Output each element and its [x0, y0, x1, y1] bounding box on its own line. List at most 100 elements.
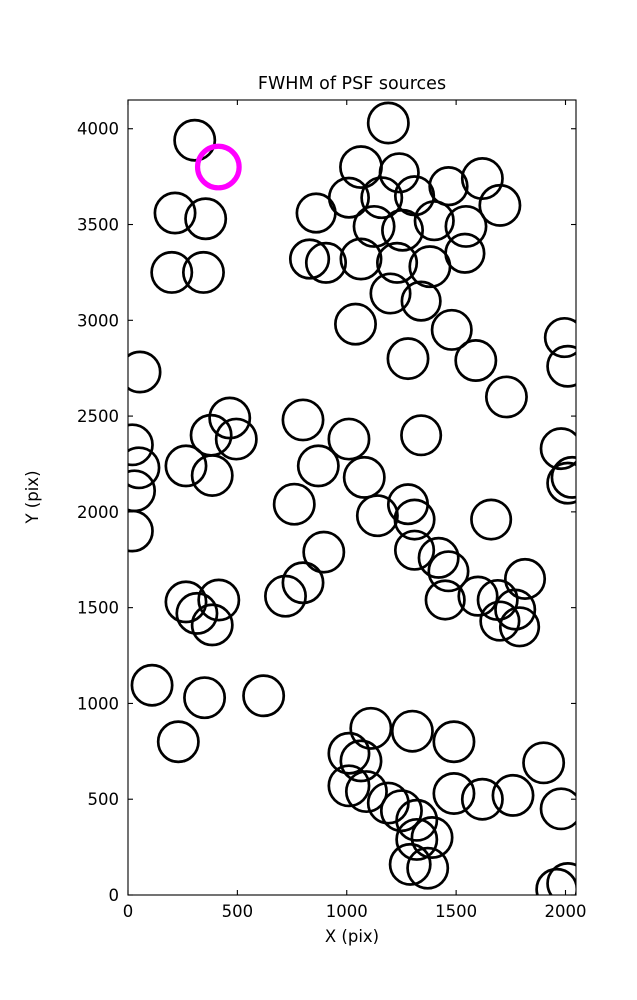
source-circle [539, 427, 576, 471]
source-circle [304, 241, 348, 284]
source-circle [295, 192, 337, 234]
source-circle [393, 529, 436, 571]
source-circle [406, 846, 450, 890]
source-circle [546, 344, 576, 388]
source-circle [460, 157, 504, 201]
source-circle [242, 674, 286, 718]
source-circle [535, 867, 576, 895]
axes-frame [127, 99, 577, 896]
source-circle [522, 741, 566, 785]
source-circle [349, 706, 393, 750]
y-tick-label: 1000 [77, 694, 119, 713]
source-circle [164, 580, 208, 624]
x-tick-label: 500 [222, 902, 254, 921]
source-circle [498, 606, 541, 648]
y-axis-ticks: 0 500 1000 1500 2000 2500 3000 3500 4000 [77, 120, 576, 905]
source-circle [400, 280, 442, 322]
source-circle [272, 482, 316, 526]
source-circle [190, 453, 234, 497]
source-circle [327, 764, 371, 808]
source-circle [378, 152, 420, 194]
source-circle [460, 777, 504, 821]
source-circle [130, 663, 174, 707]
source-circle [546, 862, 576, 895]
source-circle [288, 238, 331, 280]
source-circle [432, 720, 476, 764]
source-circle [264, 574, 307, 618]
y-tick-label: 2500 [77, 407, 119, 426]
source-circle [128, 509, 154, 553]
source-circle [388, 842, 432, 886]
source-circle [432, 771, 476, 815]
source-circle [214, 417, 258, 461]
source-circle [478, 183, 522, 227]
source-circle [454, 339, 498, 383]
x-tick-label: 1500 [435, 902, 477, 921]
source-circle [327, 417, 371, 461]
source-circle [181, 250, 225, 294]
source-circle [156, 720, 200, 764]
source-circle [491, 773, 535, 817]
source-circle [390, 709, 434, 753]
source-circle [550, 455, 576, 499]
source-circle [360, 176, 404, 220]
source-circle [479, 600, 521, 642]
source-circle [190, 603, 234, 647]
source-circle [183, 676, 227, 720]
y-tick-label: 1500 [77, 599, 119, 618]
source-circle [444, 204, 488, 248]
source-circle [184, 197, 228, 241]
source-circle [417, 536, 460, 579]
y-tick-label: 4000 [77, 120, 119, 139]
source-circle [395, 798, 439, 842]
source-circle [153, 191, 197, 235]
x-tick-label: 2000 [545, 902, 587, 921]
source-circle [410, 816, 454, 860]
source-circle [197, 578, 241, 622]
source-circle [424, 579, 466, 621]
source-circle [128, 446, 161, 490]
source-circle [369, 272, 412, 315]
y-tick-label: 3000 [77, 311, 119, 330]
source-circle [339, 739, 383, 783]
source-circle [386, 483, 430, 526]
source-circle [543, 316, 576, 359]
source-circle [173, 118, 217, 162]
highlighted-source-circle [194, 143, 242, 191]
source-circle [128, 350, 162, 394]
source-circle [457, 575, 499, 617]
source-circle [430, 308, 473, 351]
source-circle [164, 444, 208, 488]
plot-title: FWHM of PSF sources [258, 74, 446, 94]
source-circle [381, 208, 425, 252]
source-circle [339, 237, 383, 281]
source-circle [386, 337, 430, 381]
source-circle [342, 455, 386, 499]
source-circle [296, 444, 340, 488]
source-circle [128, 423, 154, 467]
x-tick-label: 0 [123, 902, 134, 921]
source-circle [281, 561, 325, 605]
x-axis-ticks: 0 500 1000 1500 2000 [123, 100, 587, 921]
y-tick-label: 2000 [77, 503, 119, 522]
source-circle [379, 789, 423, 833]
source-circle [355, 494, 399, 538]
source-circle [503, 557, 547, 600]
source-circle [494, 588, 537, 631]
source-circle [344, 770, 388, 814]
source-circle [413, 200, 455, 242]
source-circle [428, 166, 469, 207]
source-circle [546, 461, 576, 505]
source-circle [427, 550, 470, 593]
source-circle [400, 414, 443, 457]
source-circle [484, 375, 528, 419]
data-layer [128, 101, 576, 895]
source-circle [352, 204, 396, 248]
source-circle [366, 101, 410, 145]
source-circle [334, 302, 377, 346]
source-circle [539, 787, 576, 831]
source-circle [395, 817, 439, 861]
